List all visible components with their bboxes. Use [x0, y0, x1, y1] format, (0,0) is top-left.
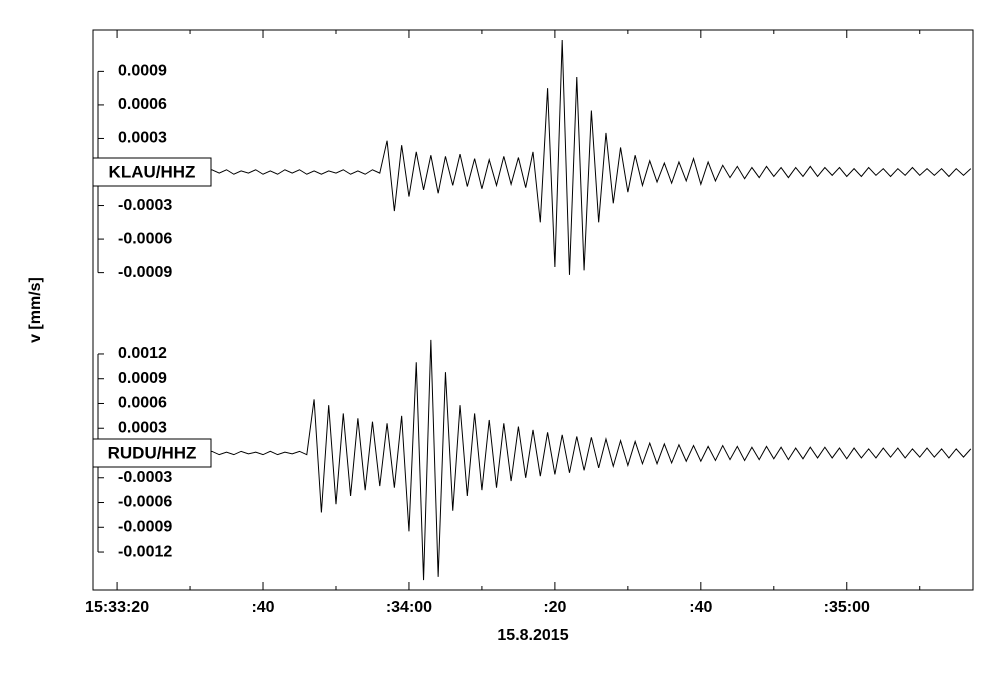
x-tick-label: :40	[251, 599, 274, 616]
x-tick-label: :20	[543, 599, 566, 616]
plot-frame	[92, 29, 974, 591]
x-tick-label: 15:33:20	[85, 599, 149, 616]
station-label-box	[92, 157, 212, 187]
x-tick-label: :34:00	[386, 599, 432, 616]
y-tick-label: 0.0006	[118, 395, 167, 412]
y-tick-label: -0.0009	[118, 518, 172, 535]
trace	[94, 40, 972, 275]
y-tick-label: 0.0003	[118, 130, 167, 147]
y-tick-label: -0.0006	[118, 494, 172, 511]
y-tick-label: -0.0009	[118, 264, 172, 281]
x-axis-label: 15.8.2015	[497, 627, 568, 644]
y-tick-label: -0.0003	[118, 197, 172, 214]
station-label: RUDU/HHZ	[108, 443, 197, 462]
y-axis-label: v [mm/s]	[27, 277, 44, 343]
station-label-box	[92, 438, 212, 468]
y-tick-label: 0.0009	[118, 370, 167, 387]
trace	[94, 339, 972, 581]
y-tick-label: 0.0012	[118, 345, 167, 362]
y-tick-label: 0.0006	[118, 96, 167, 113]
y-tick-label: -0.0003	[118, 469, 172, 486]
y-tick-label: -0.0012	[118, 543, 172, 560]
y-tick-label: 0.0009	[118, 63, 167, 80]
y-tick-label: 0.0003	[118, 419, 167, 436]
x-tick-label: :35:00	[824, 599, 870, 616]
x-tick-label: :40	[689, 599, 712, 616]
station-label: KLAU/HHZ	[109, 162, 196, 181]
y-tick-label: -0.0006	[118, 230, 172, 247]
